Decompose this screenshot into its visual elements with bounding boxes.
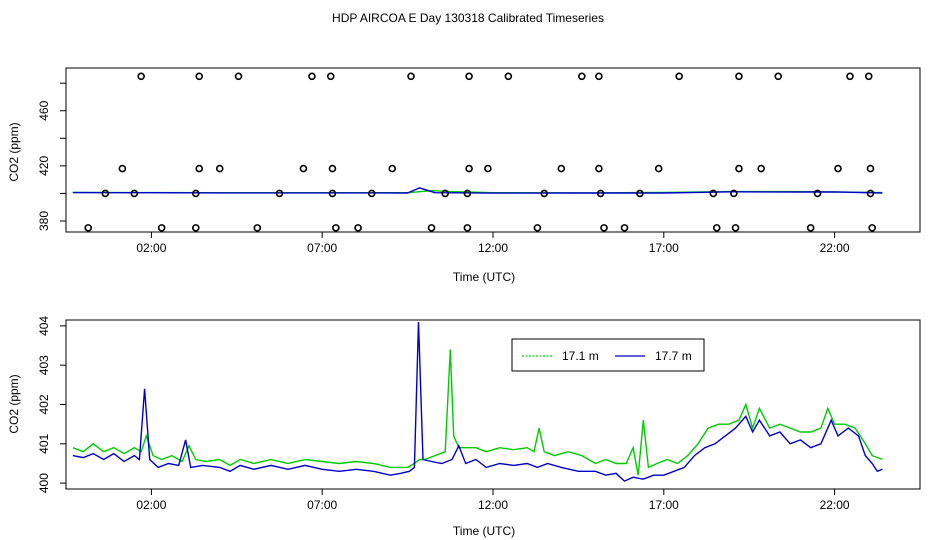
top-scatter-point [484,164,492,173]
top-scatter-point [595,164,603,173]
top-y-tick-label: 460 [37,100,51,120]
bottom-x-tick-label: 22:00 [820,498,850,512]
bottom-series-lines [72,321,883,482]
bottom-axes: 02:00 07:00 12:00 17:00 22:00 400 401 402 403 404 [37,316,850,512]
top-y-tick-label: 380 [37,211,51,231]
top-scatter-point [253,224,262,232]
top-scatter-point [354,224,362,232]
top-scatter-point [195,164,204,173]
top-scatter-point [595,72,603,81]
bottom-series-line-1 [72,349,883,476]
top-scatter-point [84,224,93,232]
bottom-series-line-2 [72,321,883,482]
bottom-y-tick-label: 401 [37,433,51,453]
top-scatter-point [192,224,200,232]
top-scatter-point [504,72,513,81]
top-x-tick-label: 02:00 [136,241,166,255]
top-scatter-point [600,224,608,232]
top-axes: 02:00 07:00 12:00 17:00 22:00 380 420 460 [37,82,850,255]
top-scatter-point [465,72,473,81]
top-scatter-point [774,72,783,81]
top-scatter-point [866,189,875,198]
top-y-axis-label: CO2 (ppm) [7,122,21,181]
top-scatter-point [118,164,127,173]
top-scatter-point [813,189,822,198]
bottom-x-tick-label: 17:00 [649,498,679,512]
top-scatter-point [866,164,875,173]
top-scatter-point [731,224,740,232]
top-scatter-point [234,72,243,81]
top-y-tick-label: 420 [37,156,51,176]
top-scatter-points [84,72,876,232]
top-scatter-point [654,164,663,173]
bottom-y-tick-label: 400 [37,473,51,493]
top-scatter-point [735,72,743,81]
bottom-x-tick-label: 02:00 [136,498,166,512]
top-scatter-point [326,72,335,81]
top-scatter-point [328,189,337,198]
top-scatter-point [427,224,436,232]
top-scatter-point [328,164,337,173]
top-scatter-point [868,224,876,232]
top-scatter-point [441,189,449,198]
top-scatter-point [846,72,854,81]
bottom-y-tick-label: 404 [37,316,51,336]
top-x-tick-label: 22:00 [820,241,850,255]
top-scatter-point [137,72,145,81]
top-scatter-point [463,224,472,232]
top-scatter-point [757,164,765,173]
top-scatter-point [299,164,308,173]
top-scatter-point [620,224,629,232]
top-scatter-point [195,72,204,81]
top-scatter-point [388,164,397,173]
top-scatter-point [308,72,316,81]
top-scatter-point [557,164,566,173]
top-scatter-point [465,164,473,173]
top-scatter-point [192,189,200,198]
top-scatter-point [157,224,166,232]
top-x-tick-label: 07:00 [307,241,337,255]
top-x-tick-label: 12:00 [478,241,508,255]
legend-label-17-1m: 17.1 m [562,349,599,363]
top-scatter-point [864,72,873,81]
top-scatter-point [275,189,284,198]
legend-label-17-7m: 17.7 m [655,349,692,363]
top-scatter-point [675,72,683,81]
top-scatter-point [596,189,605,198]
top-scatter-point [533,224,542,232]
top-scatter-point [834,164,842,173]
top-plot-frame [65,67,921,233]
bottom-panel: 02:00 07:00 12:00 17:00 22:00 400 401 402 403 404… [7,316,921,538]
bottom-x-axis-label: Time (UTC) [453,524,515,538]
top-scatter-point [636,189,644,198]
top-scatter-point [367,189,376,198]
top-scatter-point [407,72,415,81]
top-scatter-point [735,164,743,173]
bottom-x-tick-label: 12:00 [478,498,508,512]
bottom-y-axis-label: CO2 (ppm) [7,374,21,433]
top-scatter-point [730,189,738,198]
top-scatter-point [540,189,549,198]
chart-title: HDP AIRCOA E Day 130318 Calibrated Times… [332,11,604,25]
bottom-y-tick-label: 403 [37,355,51,375]
top-scatter-point [215,164,224,173]
top-scatter-point [101,189,110,198]
legend-box [511,338,705,372]
top-scatter-point [130,189,139,198]
top-scatter-point [463,189,472,198]
top-scatter-point [578,72,586,81]
top-panel: 02:00 07:00 12:00 17:00 22:00 380 420 460 Time … [7,67,921,284]
top-x-tick-label: 17:00 [649,241,679,255]
top-scatter-point [332,224,340,232]
bottom-plot-frame [65,319,921,490]
legend: 17.1 m 17.7 m [511,338,705,372]
bottom-x-tick-label: 07:00 [307,498,337,512]
top-scatter-point [806,224,815,232]
top-scatter-point [709,189,718,198]
top-scatter-point [712,224,721,232]
top-x-axis-label: Time (UTC) [453,270,515,284]
bottom-y-tick-label: 402 [37,394,51,414]
